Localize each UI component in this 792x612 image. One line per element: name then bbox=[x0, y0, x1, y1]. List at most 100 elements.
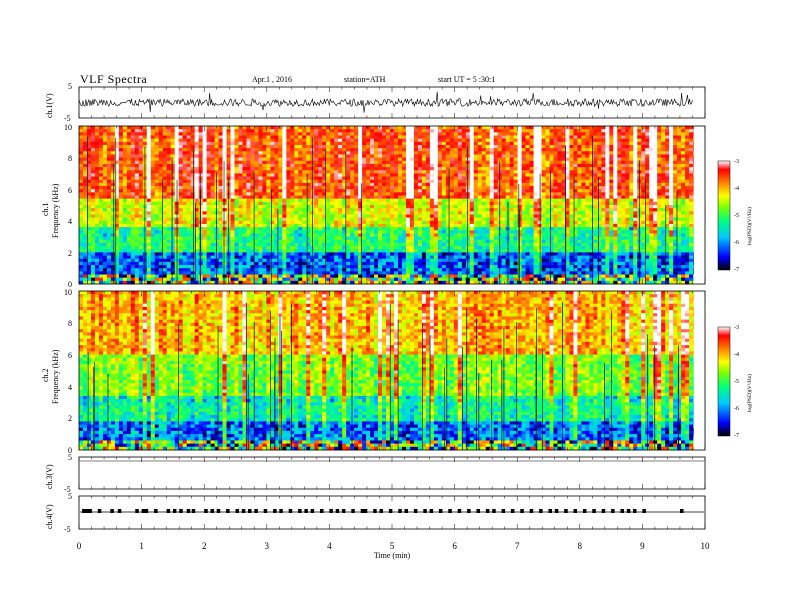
ch1-spectrogram-cell bbox=[190, 186, 196, 190]
ch1-spectrogram-cell bbox=[194, 189, 200, 193]
ch1-spectrogram-cell bbox=[90, 129, 96, 133]
ch1-spectrogram-cell bbox=[358, 220, 363, 225]
ch1-spectrogram-cell bbox=[286, 205, 291, 209]
ch1-spectrogram-cell bbox=[653, 132, 658, 136]
ch1-spectrogram-cell bbox=[509, 148, 515, 152]
ch1-spectrogram-cell bbox=[178, 179, 184, 184]
ch1-spectrogram-cell bbox=[429, 135, 435, 140]
ch1-spectrogram-cell bbox=[413, 138, 419, 143]
ch1-spectrogram-cell bbox=[461, 144, 467, 149]
ch1-spectrogram-cell bbox=[218, 129, 223, 133]
ch1-spectrogram-cell bbox=[222, 135, 227, 140]
ch1-spectrogram-cell bbox=[286, 148, 291, 152]
ch1-spectrogram-cell bbox=[210, 182, 215, 187]
ch1-spectrogram-cell bbox=[114, 135, 120, 140]
ch1-spectrogram-cell bbox=[154, 126, 160, 130]
ch1-spectrogram-cell bbox=[194, 201, 200, 206]
ch1-spectrogram-cell bbox=[397, 217, 403, 222]
ch1-spectrogram-cell bbox=[409, 138, 415, 143]
ch1-spectrogram-cell bbox=[405, 223, 411, 228]
ch1-spectrogram-cell bbox=[569, 192, 574, 196]
ch1-spectrogram-cell bbox=[397, 163, 403, 168]
ch1-spectrogram-cell bbox=[509, 201, 515, 206]
ch1-spectrogram-cell bbox=[314, 211, 319, 215]
ch1-spectrogram-cell bbox=[465, 167, 471, 171]
ch1-spectrogram-cell bbox=[390, 186, 395, 190]
ch1-spectrogram-cell bbox=[405, 186, 411, 190]
ch1-spectrogram-cell bbox=[617, 154, 622, 158]
ch1-spectrogram-cell bbox=[314, 208, 319, 212]
ch1-spectrogram-cell bbox=[226, 151, 231, 155]
ch1-spectrogram-cell bbox=[557, 223, 562, 228]
ch1-spectrogram-cell bbox=[326, 214, 331, 219]
ch1-spectrogram-cell bbox=[234, 173, 239, 177]
ch1-spectrogram-cell bbox=[270, 186, 275, 190]
ch1-spectrogram-cell bbox=[210, 208, 215, 212]
ch1-spectrogram-cell bbox=[94, 126, 100, 130]
ch1-spectrogram-cell bbox=[98, 192, 104, 196]
ch1-spectrogram-cell bbox=[134, 192, 140, 196]
ch1-spectrogram-cell bbox=[417, 208, 423, 212]
ch1-spectrogram-cell bbox=[553, 167, 558, 171]
ch1-spectrogram-cell bbox=[625, 160, 630, 165]
ch1-spectrogram-cell bbox=[509, 179, 515, 184]
ch1-spectrogram-cell bbox=[138, 144, 144, 149]
ch1-spectrogram-cell bbox=[657, 208, 662, 212]
ch1-spectrogram-cell bbox=[533, 135, 538, 140]
ch1-spectrogram-cell bbox=[449, 132, 455, 136]
ch1-spectrogram-cell bbox=[537, 129, 542, 133]
ch1-spectrogram-cell bbox=[390, 211, 395, 215]
ch1-spectrogram-cell bbox=[102, 163, 108, 168]
ch1-spectrogram-cell bbox=[198, 132, 204, 136]
ch1-spectrogram-cell bbox=[162, 126, 168, 130]
ch1-spectrogram-cell bbox=[581, 126, 586, 130]
ch1-spectrogram-cell bbox=[657, 220, 662, 225]
ch1-spectrogram-cell bbox=[417, 154, 423, 158]
ch1-spectrogram-cell bbox=[509, 157, 515, 162]
ch1-spectrogram-cell bbox=[230, 167, 235, 171]
ch1-spectrogram-cell bbox=[561, 126, 566, 130]
ch1-spectrogram-cell bbox=[174, 167, 180, 171]
ch1-spectrogram-cell bbox=[126, 208, 132, 212]
ch1-spectrogram-cell bbox=[378, 195, 383, 200]
ch1-spectrogram-cell bbox=[246, 201, 251, 206]
ch1-spectrogram-cell bbox=[170, 151, 176, 155]
ch1-spectrogram-cell bbox=[529, 129, 534, 133]
ch1-spectrogram-cell bbox=[334, 163, 339, 168]
ch1-spectrogram-cell bbox=[645, 157, 650, 162]
ch1-spectrogram-cell bbox=[102, 179, 108, 184]
ch1-spectrogram-cell bbox=[413, 223, 419, 228]
ch1-spectrogram-cell bbox=[306, 154, 311, 158]
ch1-spectrogram-cell bbox=[685, 214, 690, 219]
ch1-spectrogram-cell bbox=[370, 167, 375, 171]
ch1-spectrogram-cell bbox=[481, 179, 487, 184]
ch1-spectrogram-cell bbox=[661, 220, 666, 225]
ch1-spectrogram-cell bbox=[421, 151, 427, 155]
ch1-spectrogram-cell bbox=[154, 195, 160, 200]
ch1-spectrogram-cell bbox=[685, 163, 690, 168]
ch1-spectrogram-cell bbox=[513, 211, 518, 215]
ch1-spectrogram-cell bbox=[290, 186, 295, 190]
ch1-spectrogram-cell bbox=[274, 160, 279, 165]
ch1-spectrogram-cell bbox=[330, 182, 335, 187]
ch1-spectrogram-cell bbox=[449, 154, 455, 158]
ch1-spectrogram-cell bbox=[633, 160, 638, 165]
ch1-spectrogram-cell bbox=[326, 205, 331, 209]
ch1-spectrogram-cell bbox=[453, 129, 459, 133]
ch1-spectrogram-cell bbox=[417, 126, 423, 130]
ch1-spectrogram-cell bbox=[378, 223, 383, 228]
ch1-spectrogram-cell bbox=[669, 211, 674, 215]
ch1-spectrogram-cell bbox=[322, 195, 327, 200]
ch1-spectrogram-cell bbox=[469, 205, 475, 209]
ch1-spectrogram-cell bbox=[106, 170, 112, 174]
ch1-spectrogram-cell bbox=[162, 173, 168, 177]
ch1-spectrogram-cell bbox=[138, 176, 144, 181]
ch1-spectrogram-cell bbox=[449, 138, 455, 143]
ch1-spectrogram-cell bbox=[390, 179, 395, 184]
ch1-spectrogram-cell bbox=[573, 220, 578, 225]
ch1-spectrogram-cell bbox=[350, 151, 355, 155]
ch1-spectrogram-cell bbox=[250, 129, 255, 133]
ch1-spectrogram-cell bbox=[477, 217, 483, 222]
ch1-spectrogram-cell bbox=[637, 129, 642, 133]
ch1-spectrogram-cell bbox=[298, 129, 303, 133]
